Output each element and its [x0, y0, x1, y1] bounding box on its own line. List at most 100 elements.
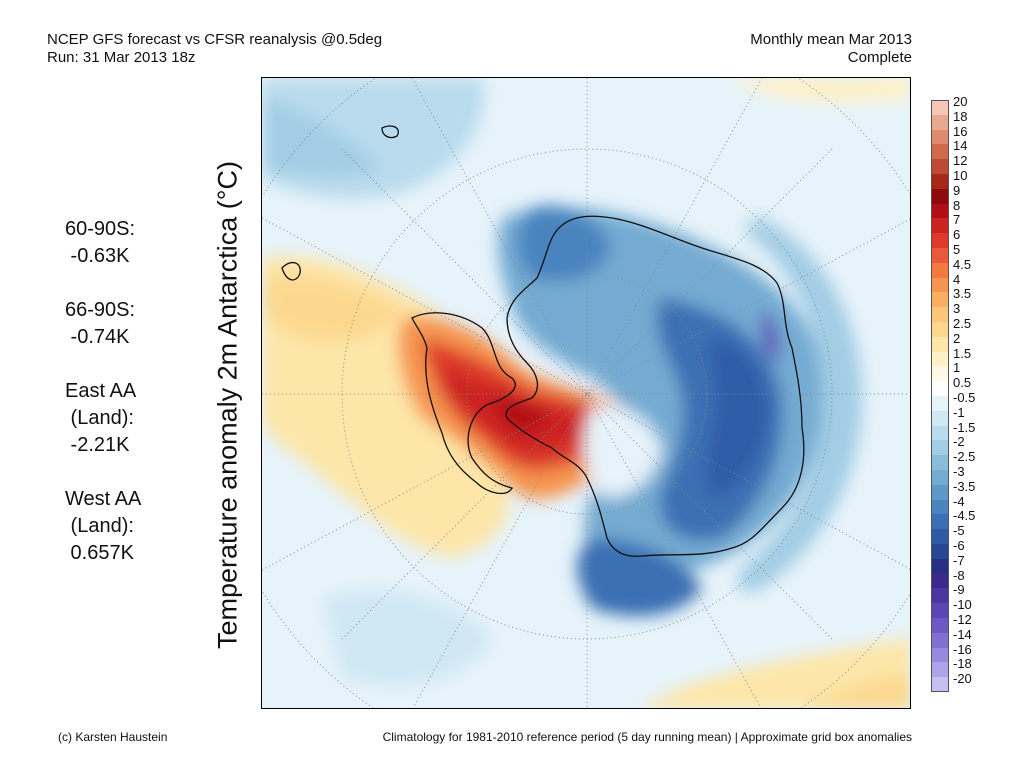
stat-line: 0.657K — [65, 542, 134, 564]
colorbar-tick-label: 2.5 — [953, 316, 972, 331]
colorbar-tick-label: -0.5 — [953, 390, 976, 405]
stat-east-aa: East AA (Land): -2.21K — [65, 378, 141, 459]
colorbar-tick-label: -18 — [953, 656, 972, 672]
colorbar-swatch — [931, 588, 949, 604]
axis-label: Temperature anomaly 2m Antarctica (°C) — [212, 161, 243, 649]
colorbar-swatch — [931, 188, 949, 205]
colorbar-swatch — [931, 484, 949, 501]
colorbar-swatch — [931, 129, 949, 145]
credit: (c) Karsten Haustein — [58, 730, 168, 744]
colorbar-swatch — [931, 470, 949, 486]
colorbar-tick-label: -3 — [953, 464, 965, 479]
stat-line: (Land): — [65, 515, 134, 537]
colorbar-tick-label: 12 — [953, 153, 968, 169]
colorbar-tick-label: -3.5 — [953, 478, 976, 494]
colorbar-tick-label: 16 — [953, 123, 968, 139]
colorbar-tick-label: 20 — [953, 94, 968, 109]
colorbar-swatch — [931, 144, 949, 160]
stat-line: -0.63K — [65, 245, 130, 267]
colorbar-swatch — [931, 662, 949, 678]
colorbar-tick-label: -4.5 — [953, 508, 976, 524]
colorbar-tick-label: 1.5 — [953, 345, 972, 361]
colorbar-tick-label: 8 — [953, 197, 961, 213]
colorbar-tick-label: -16 — [953, 641, 972, 657]
colorbar-tick-label: 5 — [953, 242, 961, 257]
colorbar-swatch — [931, 351, 949, 367]
colorbar-tick-label: -7 — [953, 552, 965, 568]
colorbar-tick-label: 4 — [953, 271, 961, 287]
colorbar-tick-label: 14 — [953, 138, 968, 154]
stat-66-90s: 66-90S: -0.74K — [65, 297, 141, 351]
colorbar-tick-label: 3.5 — [953, 286, 972, 302]
colorbar-tick-label: -20 — [953, 671, 972, 687]
colorbar-swatch — [931, 159, 949, 175]
colorbar-tick-label: 0.5 — [953, 375, 972, 391]
colorbar-swatch — [931, 410, 949, 427]
colorbar-swatch — [931, 262, 949, 279]
stat-line: -0.74K — [65, 326, 130, 348]
colorbar-tick-label: -14 — [953, 626, 972, 642]
colorbar-swatch — [931, 322, 949, 338]
stat-line: (Land): — [65, 407, 134, 429]
colorbar-tick-label: -10 — [953, 597, 972, 613]
stat-line: West AA — [65, 488, 142, 510]
colorbar-tick-label: 7 — [953, 212, 961, 228]
title-line-1: NCEP GFS forecast vs CFSR reanalysis @0.… — [47, 31, 383, 48]
colorbar-swatch — [931, 381, 949, 397]
colorbar-tick-label: 3 — [953, 301, 961, 317]
colorbar-swatch — [931, 366, 949, 382]
colorbar-swatch — [931, 203, 949, 219]
colorbar-swatch — [931, 174, 949, 190]
colorbar-swatch — [931, 529, 949, 545]
colorbar-tick-label: -9 — [953, 582, 965, 598]
colorbar-swatch — [931, 336, 949, 353]
colorbar-tick-label: -4 — [953, 493, 965, 509]
period-line-1: Monthly mean Mar 2013 — [750, 31, 912, 48]
colorbar-swatch — [931, 114, 949, 131]
colorbar-tick-label: -2 — [953, 434, 965, 450]
stat-line: 66-90S: — [65, 299, 136, 321]
colorbar-swatch — [931, 218, 949, 234]
colorbar-swatch — [931, 618, 949, 634]
colorbar-swatch — [931, 514, 949, 530]
colorbar-swatch — [931, 455, 949, 471]
colorbar-tick-label: 18 — [953, 108, 968, 124]
colorbar-swatch — [931, 396, 949, 412]
colorbar-tick-label: -1 — [953, 404, 965, 420]
plot-period: Monthly mean Mar 2013 Complete — [750, 31, 912, 67]
colorbar-tick-label: -1.5 — [953, 419, 976, 435]
colorbar-swatch — [931, 647, 949, 663]
colorbar-swatch — [931, 292, 949, 308]
stat-line: East AA — [65, 380, 137, 402]
colorbar-tick-label: -8 — [953, 567, 965, 583]
stat-line: -2.21K — [65, 434, 130, 456]
colorbar-tick-label: -5 — [953, 523, 965, 539]
colorbar-swatch — [931, 100, 949, 116]
period-line-2: Complete — [847, 49, 912, 66]
colorbar-tick-label: 10 — [953, 168, 968, 183]
colorbar-tick-label: -2.5 — [953, 449, 976, 465]
stat-60-90s: 60-90S: -0.63K — [65, 216, 141, 270]
colorbar-tick-label: 9 — [953, 182, 961, 198]
colorbar-tick-label: 2 — [953, 330, 961, 346]
plot-title: NCEP GFS forecast vs CFSR reanalysis @0.… — [47, 31, 382, 67]
colorbar-swatch — [931, 573, 949, 589]
colorbar-swatch — [931, 677, 949, 693]
grid-lines — [262, 78, 910, 708]
colorbar-swatch — [931, 425, 949, 441]
stat-line: 60-90S: — [65, 218, 136, 240]
anomaly-field — [262, 78, 910, 708]
anomaly-map — [261, 77, 911, 709]
colorbar-tick-label: 1 — [953, 360, 961, 376]
colorbar-tick-label: 6 — [953, 227, 961, 243]
regional-stats: 60-90S: -0.63K 66-90S: -0.74K East AA (L… — [65, 216, 141, 594]
colorbar-tick-label: 4.5 — [953, 256, 972, 272]
antarctica-polar-map — [262, 78, 910, 708]
colorbar-swatch — [931, 499, 949, 515]
coastline — [281, 125, 805, 557]
colorbar-swatch — [931, 558, 949, 575]
colorbar-swatch — [931, 233, 949, 249]
footnote: Climatology for 1981-2010 reference peri… — [382, 730, 912, 744]
colorbar-swatch — [931, 544, 949, 560]
colorbar — [931, 100, 949, 693]
